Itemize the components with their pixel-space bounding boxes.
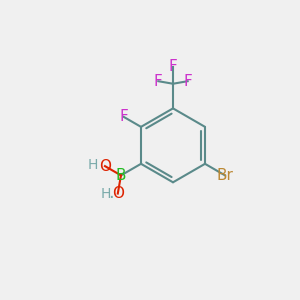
Text: F: F xyxy=(154,74,163,89)
Text: H: H xyxy=(88,158,98,172)
Text: H: H xyxy=(100,187,111,201)
Text: B: B xyxy=(116,168,126,183)
Text: ·: · xyxy=(108,189,114,207)
Text: O: O xyxy=(112,186,124,201)
Text: F: F xyxy=(183,74,192,89)
Text: Br: Br xyxy=(217,168,233,183)
Text: F: F xyxy=(119,109,128,124)
Text: F: F xyxy=(169,59,177,74)
Text: O: O xyxy=(99,159,111,174)
